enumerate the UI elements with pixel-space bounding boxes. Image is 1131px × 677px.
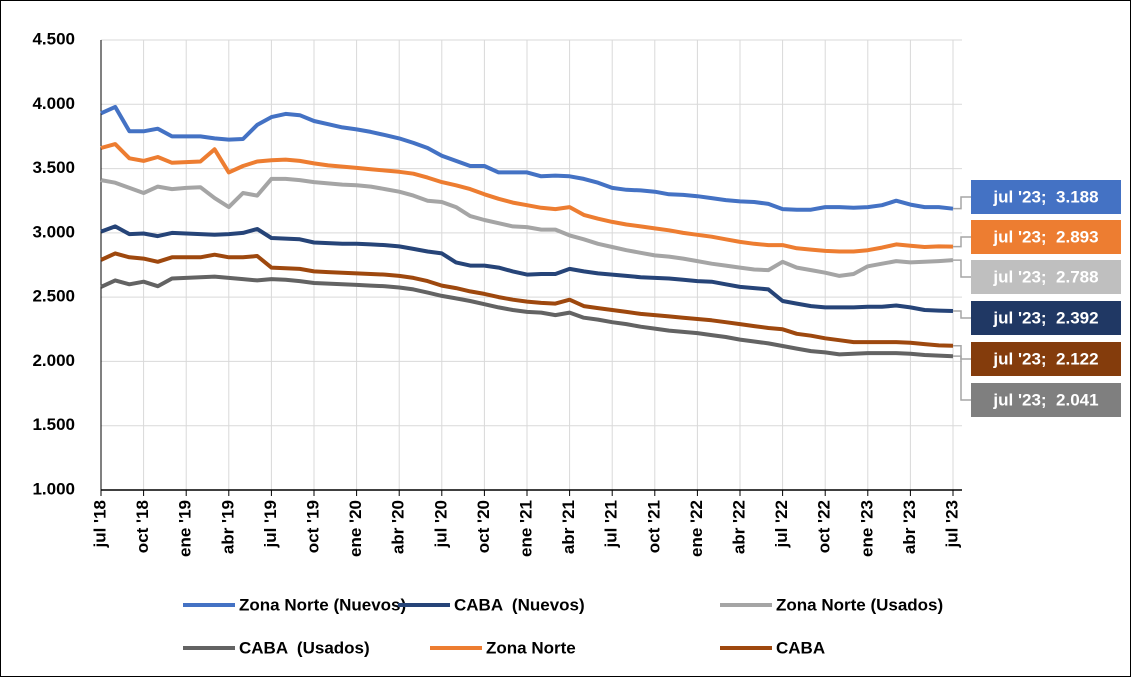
x-tick-label: ene '21 (516, 500, 535, 557)
x-tick-label: ene '20 (346, 500, 365, 557)
data-label: jul '23; 2.788 (992, 267, 1098, 286)
data-label: jul '23; 2.893 (992, 227, 1098, 246)
y-tick-label: 3.500 (32, 158, 75, 177)
series-line (100, 224, 954, 313)
series-line (100, 176, 954, 278)
data-label: jul '23; 2.041 (992, 390, 1098, 409)
x-tick-label: oct '19 (303, 500, 322, 553)
label-leader (953, 259, 971, 278)
series-line (100, 251, 954, 348)
data-label: jul '23; 2.392 (992, 308, 1098, 327)
legend-label: CABA (Usados) (239, 638, 370, 657)
y-tick-label: 4.500 (32, 29, 75, 48)
x-tick-label: abr '20 (389, 500, 408, 554)
data-label-box (971, 260, 1121, 294)
x-tick-label: abr '21 (559, 500, 578, 554)
y-tick-label: 2.500 (32, 287, 75, 306)
legend-label: Zona Norte (Usados) (776, 595, 943, 614)
data-label-box (971, 383, 1121, 417)
data-label-box (971, 180, 1121, 214)
x-tick-label: jul '23 (942, 500, 961, 549)
x-tick-label: oct '21 (644, 500, 663, 553)
legend-label: CABA (Nuevos) (454, 595, 585, 614)
x-tick-label: abr '23 (900, 500, 919, 554)
x-tick-label: ene '23 (857, 500, 876, 557)
legend-label: Zona Norte (486, 638, 576, 657)
label-leader (953, 196, 971, 210)
x-tick-label: jul '19 (261, 500, 280, 549)
x-tick-label: oct '22 (815, 500, 834, 553)
x-tick-label: oct '18 (133, 500, 152, 553)
label-leader (953, 344, 971, 360)
data-label-box (971, 342, 1121, 376)
x-tick-label: oct '20 (474, 500, 493, 553)
x-tick-label: jul '18 (90, 500, 109, 549)
series-line (100, 142, 954, 254)
y-tick-label: 4.000 (32, 94, 75, 113)
x-tick-label: jul '22 (772, 500, 791, 549)
data-label: jul '23; 2.122 (992, 349, 1098, 368)
x-tick-label: abr '19 (218, 500, 237, 554)
data-label-box (971, 301, 1121, 335)
y-tick-label: 2.000 (32, 351, 75, 370)
x-tick-label: jul '21 (602, 500, 621, 549)
x-tick-label: ene '22 (687, 500, 706, 557)
x-tick-label: ene '19 (176, 500, 195, 557)
x-tick-label: abr '22 (729, 500, 748, 554)
y-tick-label: 3.000 (32, 222, 75, 241)
data-label-box (971, 220, 1121, 254)
label-leader (953, 310, 971, 319)
legend-label: CABA (776, 638, 825, 657)
label-leader (953, 355, 971, 401)
series-line (100, 104, 954, 212)
series-line (100, 274, 954, 359)
legend-label: Zona Norte (Nuevos) (239, 595, 406, 614)
data-label: jul '23; 3.188 (992, 187, 1098, 206)
y-tick-label: 1.000 (32, 479, 75, 498)
x-tick-label: jul '20 (431, 500, 450, 549)
y-tick-label: 1.500 (32, 415, 75, 434)
label-leader (953, 236, 971, 248)
